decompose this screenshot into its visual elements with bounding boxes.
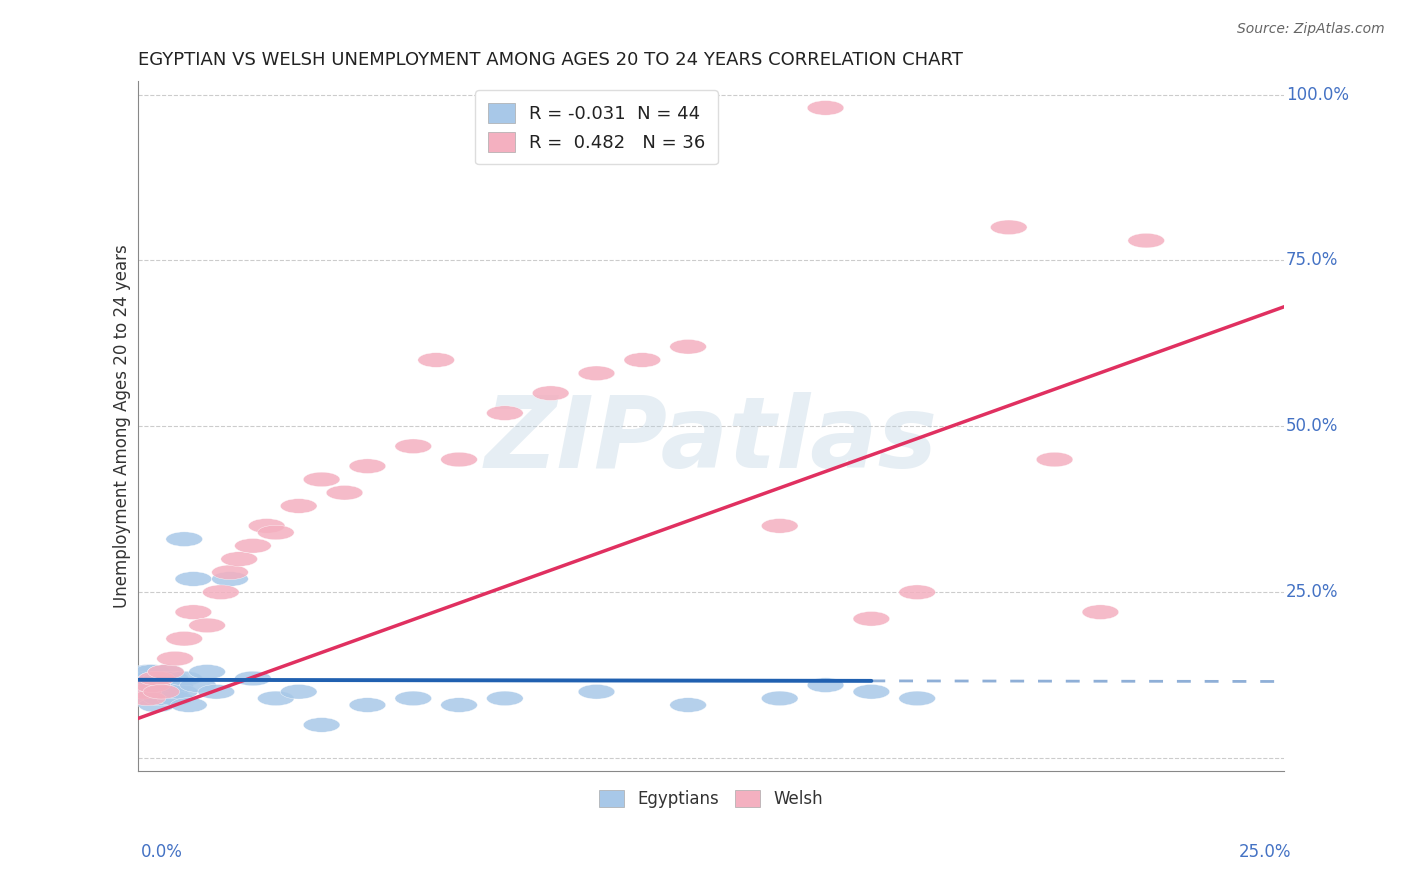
Ellipse shape — [807, 678, 844, 692]
Ellipse shape — [669, 698, 706, 713]
Ellipse shape — [148, 678, 184, 692]
Ellipse shape — [624, 352, 661, 368]
Ellipse shape — [212, 565, 249, 580]
Ellipse shape — [166, 671, 202, 686]
Ellipse shape — [578, 684, 614, 699]
Ellipse shape — [138, 698, 174, 713]
Ellipse shape — [166, 632, 202, 646]
Ellipse shape — [148, 665, 184, 679]
Ellipse shape — [148, 665, 184, 679]
Ellipse shape — [143, 684, 180, 699]
Ellipse shape — [235, 671, 271, 686]
Ellipse shape — [898, 691, 935, 706]
Ellipse shape — [129, 691, 166, 706]
Ellipse shape — [304, 718, 340, 732]
Text: 75.0%: 75.0% — [1286, 252, 1339, 269]
Ellipse shape — [235, 539, 271, 553]
Ellipse shape — [129, 671, 166, 686]
Ellipse shape — [152, 684, 188, 699]
Ellipse shape — [134, 678, 170, 692]
Ellipse shape — [257, 691, 294, 706]
Ellipse shape — [762, 518, 799, 533]
Ellipse shape — [125, 671, 162, 686]
Ellipse shape — [280, 684, 316, 699]
Ellipse shape — [134, 678, 170, 692]
Ellipse shape — [249, 518, 285, 533]
Ellipse shape — [125, 684, 162, 699]
Ellipse shape — [853, 612, 890, 626]
Ellipse shape — [166, 532, 202, 547]
Text: 25.0%: 25.0% — [1239, 843, 1292, 861]
Ellipse shape — [221, 552, 257, 566]
Ellipse shape — [134, 691, 170, 706]
Ellipse shape — [143, 671, 180, 686]
Ellipse shape — [174, 605, 212, 619]
Ellipse shape — [349, 458, 385, 474]
Ellipse shape — [326, 485, 363, 500]
Ellipse shape — [138, 671, 174, 686]
Ellipse shape — [533, 386, 569, 401]
Ellipse shape — [486, 406, 523, 420]
Ellipse shape — [156, 651, 194, 666]
Ellipse shape — [395, 439, 432, 453]
Ellipse shape — [188, 618, 225, 632]
Ellipse shape — [138, 671, 174, 686]
Ellipse shape — [156, 678, 194, 692]
Ellipse shape — [486, 691, 523, 706]
Ellipse shape — [418, 352, 454, 368]
Ellipse shape — [762, 691, 799, 706]
Ellipse shape — [1128, 234, 1164, 248]
Ellipse shape — [212, 572, 249, 586]
Ellipse shape — [853, 684, 890, 699]
Legend: Egyptians, Welsh: Egyptians, Welsh — [592, 783, 830, 814]
Text: 100.0%: 100.0% — [1286, 86, 1348, 103]
Y-axis label: Unemployment Among Ages 20 to 24 years: Unemployment Among Ages 20 to 24 years — [114, 244, 131, 608]
Ellipse shape — [440, 698, 478, 713]
Ellipse shape — [138, 678, 174, 692]
Ellipse shape — [129, 665, 166, 679]
Text: 25.0%: 25.0% — [1286, 583, 1339, 601]
Ellipse shape — [1083, 605, 1119, 619]
Text: EGYPTIAN VS WELSH UNEMPLOYMENT AMONG AGES 20 TO 24 YEARS CORRELATION CHART: EGYPTIAN VS WELSH UNEMPLOYMENT AMONG AGE… — [138, 51, 963, 69]
Ellipse shape — [162, 684, 198, 699]
Ellipse shape — [304, 472, 340, 487]
Text: 0.0%: 0.0% — [141, 843, 183, 861]
Ellipse shape — [134, 665, 170, 679]
Ellipse shape — [807, 101, 844, 115]
Ellipse shape — [202, 585, 239, 599]
Text: 50.0%: 50.0% — [1286, 417, 1339, 435]
Ellipse shape — [395, 691, 432, 706]
Ellipse shape — [280, 499, 316, 513]
Ellipse shape — [898, 585, 935, 599]
Ellipse shape — [152, 671, 188, 686]
Ellipse shape — [129, 678, 166, 692]
Text: ZIPatlas: ZIPatlas — [485, 392, 938, 489]
Ellipse shape — [125, 684, 162, 699]
Text: Source: ZipAtlas.com: Source: ZipAtlas.com — [1237, 22, 1385, 37]
Ellipse shape — [578, 366, 614, 381]
Ellipse shape — [180, 678, 217, 692]
Ellipse shape — [990, 220, 1028, 235]
Ellipse shape — [188, 665, 225, 679]
Ellipse shape — [174, 572, 212, 586]
Ellipse shape — [1036, 452, 1073, 467]
Ellipse shape — [669, 340, 706, 354]
Ellipse shape — [198, 684, 235, 699]
Ellipse shape — [143, 691, 180, 706]
Ellipse shape — [170, 698, 207, 713]
Ellipse shape — [156, 691, 194, 706]
Ellipse shape — [349, 698, 385, 713]
Ellipse shape — [134, 684, 170, 699]
Ellipse shape — [143, 684, 180, 699]
Ellipse shape — [257, 525, 294, 540]
Ellipse shape — [440, 452, 478, 467]
